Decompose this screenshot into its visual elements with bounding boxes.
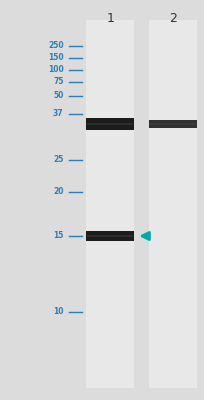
Bar xyxy=(149,123,195,125)
Bar xyxy=(86,20,134,388)
Bar xyxy=(86,118,134,130)
Bar xyxy=(87,235,133,237)
Text: 2: 2 xyxy=(169,12,176,24)
Bar xyxy=(148,20,196,388)
Bar xyxy=(87,123,133,125)
Text: 50: 50 xyxy=(53,92,63,100)
Text: 1: 1 xyxy=(106,12,114,24)
Text: 37: 37 xyxy=(53,110,63,118)
Text: 15: 15 xyxy=(53,232,63,240)
Text: 20: 20 xyxy=(53,188,63,196)
Text: 250: 250 xyxy=(48,42,63,50)
Text: 150: 150 xyxy=(48,54,63,62)
Bar xyxy=(148,120,196,128)
Bar xyxy=(86,231,134,241)
Text: 100: 100 xyxy=(48,66,63,74)
Text: 10: 10 xyxy=(53,308,63,316)
Text: 75: 75 xyxy=(53,78,63,86)
Text: 25: 25 xyxy=(53,156,63,164)
